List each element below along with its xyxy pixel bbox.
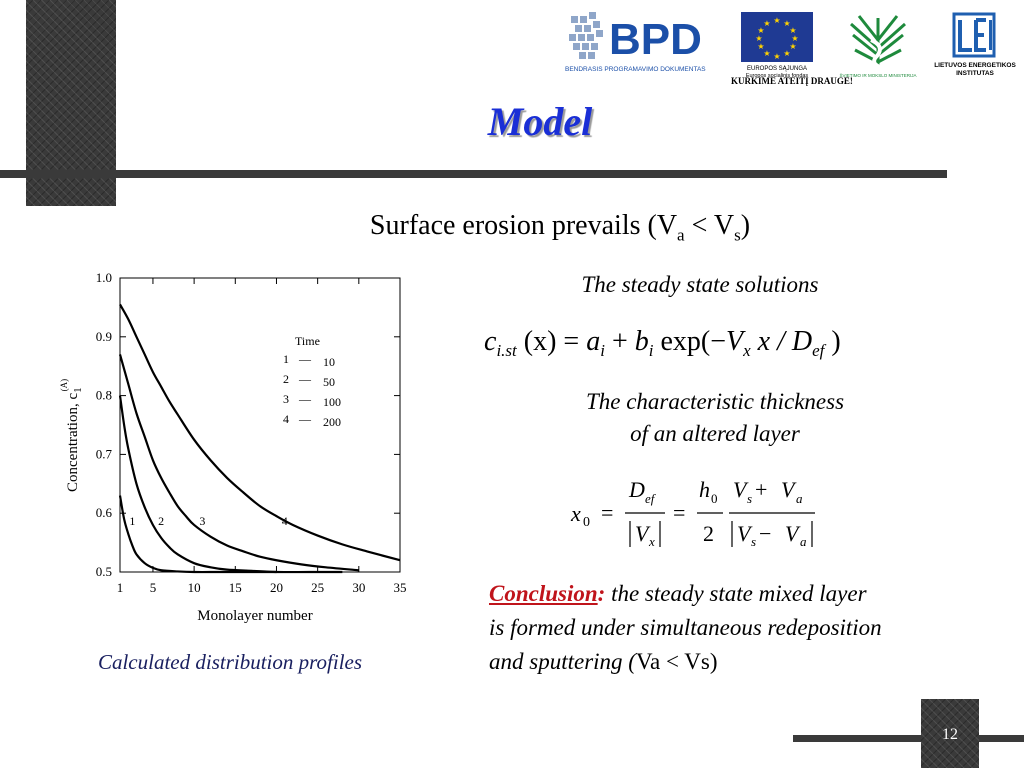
legend-entry-value: 200	[323, 415, 341, 429]
curve-4	[119, 303, 401, 562]
x-tick-label: 10	[188, 580, 201, 595]
svg-text:V: V	[733, 477, 749, 502]
eu-line1: EUROPOS SĄJUNGA	[747, 66, 807, 72]
svg-text:V: V	[785, 521, 801, 546]
svg-text:★: ★	[783, 19, 790, 28]
page-number: 12	[942, 726, 958, 743]
svg-text:s: s	[751, 534, 756, 549]
svg-text:a: a	[796, 491, 803, 506]
bpd-text: BPD	[609, 15, 702, 64]
curve-1	[118, 495, 277, 574]
conclusion-text: Conclusion: the steady state mixed layer…	[489, 581, 882, 674]
curve-label-3: 3	[199, 514, 205, 528]
svg-text:a: a	[800, 534, 807, 549]
svg-text:=: =	[673, 500, 685, 525]
y-tick-label: 0.9	[96, 329, 112, 344]
x-tick-label: 30	[352, 580, 365, 595]
slide-title: Model	[487, 99, 593, 144]
thickness-label: The characteristic thickness of an alter…	[585, 389, 845, 446]
footer-divider	[793, 735, 1024, 742]
bpd-caption: BENDRASIS PROGRAMAVIMO DOKUMENTAS	[565, 66, 706, 73]
y-tick-label: 0.7	[96, 446, 113, 461]
curve-3	[118, 354, 359, 572]
legend-entry-number: 3	[283, 392, 289, 406]
legend-entry-dash: —	[298, 392, 312, 406]
lei-line2: INSTITUTAS	[956, 70, 994, 77]
x-axis-label: Monolayer number	[197, 608, 312, 624]
svg-text:x: x	[570, 501, 581, 526]
ministry-text: ŠVIETIMO IR MOKSLO MINISTERIJA	[839, 72, 916, 78]
x-tick-label: 1	[117, 580, 124, 595]
x-tick-label: 5	[150, 580, 157, 595]
legend-entry-dash: —	[298, 352, 312, 366]
chart-caption: Calculated distribution profiles	[97, 650, 363, 674]
svg-text:★: ★	[783, 49, 790, 58]
conclusion-word: Conclusion	[489, 581, 598, 606]
svg-text:ef: ef	[645, 491, 657, 506]
svg-text:★: ★	[763, 19, 770, 28]
eu-line2: Europos socialinis fondas	[746, 73, 809, 79]
svg-text:V: V	[737, 521, 753, 546]
svg-text:h: h	[699, 477, 710, 502]
svg-text:+: +	[755, 477, 767, 502]
steady-state-label: The steady state solutions	[581, 272, 819, 297]
svg-text:s: s	[747, 491, 752, 506]
x-tick-label: 15	[229, 580, 242, 595]
lei-line1: LIETUVOS ENERGETIKOS	[934, 62, 1016, 69]
svg-text:2: 2	[703, 521, 714, 546]
y-tick-label: 1.0	[96, 270, 112, 285]
legend-entry-value: 100	[323, 395, 341, 409]
y-tick-label: 0.5	[96, 564, 112, 579]
svg-text:★: ★	[789, 26, 796, 35]
x-tick-label: 35	[394, 580, 407, 595]
svg-text:★: ★	[757, 26, 764, 35]
svg-text:★: ★	[755, 34, 762, 43]
svg-text:★: ★	[763, 49, 770, 58]
svg-text:★: ★	[791, 34, 798, 43]
y-axis-label: Concentration, c1(A)	[59, 379, 84, 492]
lei-logo: LIETUVOS ENERGETIKOS INSTITUTAS	[930, 12, 1020, 87]
legend-entry-dash: —	[298, 412, 312, 426]
legend-title: Time	[295, 334, 320, 348]
legend-entry-dash: —	[298, 372, 312, 386]
x-tick-label: 20	[270, 580, 283, 595]
svg-text:Concentration, c1(A): Concentration, c1(A)	[59, 379, 84, 492]
bpd-logo: BPD BENDRASIS PROGRAMAVIMO DOKUMENTAS	[565, 8, 730, 78]
curve-2	[118, 395, 343, 574]
curve-label-2: 2	[158, 514, 164, 528]
y-tick-label: 0.8	[96, 388, 112, 403]
x-tick-label: 25	[311, 580, 324, 595]
legend-entry-value: 50	[323, 375, 335, 389]
legend-entry-value: 10	[323, 355, 335, 369]
curve-label-1: 1	[129, 514, 135, 528]
svg-text:x: x	[648, 534, 655, 549]
svg-text:0: 0	[711, 491, 718, 506]
legend-entry-number: 4	[283, 412, 289, 426]
y-tick-label: 0.6	[96, 505, 113, 520]
thickness-equation: x 0 = D ef V x = h 0 2 V s + V a V s − V…	[570, 477, 815, 549]
svg-text:−: −	[759, 521, 771, 546]
eu-logo: ★ ★ ★ ★ ★ ★ ★ ★ ★ ★ ★ ★ EUROPOS SĄJUNGA Europos s…	[737, 10, 819, 90]
svg-text:V: V	[781, 477, 797, 502]
svg-text:=: =	[601, 500, 613, 525]
svg-text:D: D	[628, 477, 645, 502]
curve-label-4: 4	[282, 514, 288, 528]
slide-subtitle: Surface erosion prevails (Va < Vs)	[369, 210, 751, 245]
svg-text:★: ★	[773, 16, 780, 25]
svg-text:V: V	[635, 521, 651, 546]
legend-entry-number: 2	[283, 372, 289, 386]
svg-text:★: ★	[757, 42, 764, 51]
motto-text: KURKIME ATEITĮ DRAUGE!	[731, 76, 853, 86]
svg-text:★: ★	[773, 52, 780, 61]
header-divider	[0, 170, 947, 178]
svg-text:★: ★	[789, 42, 796, 51]
ministry-logo: ŠVIETIMO IR MOKSLO MINISTERIJA	[833, 10, 923, 80]
steady-state-equation: ci.st (x) = ai + bi exp(−Vx x / Def )	[484, 326, 841, 360]
legend-entry-number: 1	[283, 352, 289, 366]
svg-text:0: 0	[583, 515, 590, 530]
decorative-pattern-bottom	[921, 699, 979, 768]
sponsor-logos: BPD BENDRASIS PROGRAMAVIMO DOKUMENTAS ★ ★…	[565, 8, 1020, 93]
